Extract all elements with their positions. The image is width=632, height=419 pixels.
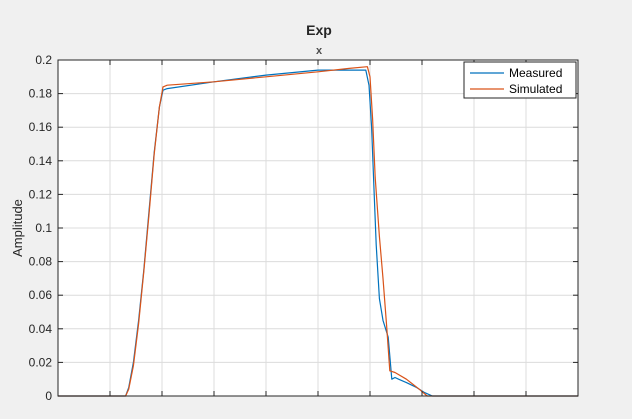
legend-label-simulated: Simulated xyxy=(509,82,562,96)
y-axis-label: Amplitude xyxy=(10,199,25,257)
y-tick-label: 0.08 xyxy=(29,255,53,269)
chart-title: Exp xyxy=(306,22,332,38)
y-tick-label: 0.06 xyxy=(29,288,53,302)
y-tick-label: 0.1 xyxy=(35,221,52,235)
y-tick-label: 0.12 xyxy=(29,187,53,201)
y-tick-label: 0.2 xyxy=(35,53,52,67)
legend[interactable]: Measured Simulated xyxy=(463,61,577,99)
y-tick-label: 0.18 xyxy=(29,87,53,101)
series-group xyxy=(58,66,578,397)
y-tick-label: 0.14 xyxy=(29,154,53,168)
y-tick-label: 0.04 xyxy=(29,322,53,336)
chart-subtitle: x xyxy=(316,45,323,57)
legend-label-measured: Measured xyxy=(509,66,562,80)
y-tick-label: 0.02 xyxy=(29,355,53,369)
legend-box xyxy=(463,61,577,99)
y-tick-label: 0.16 xyxy=(29,120,53,134)
series-line-simulated xyxy=(58,66,578,397)
tick-group: 0 0.02 0.04 0.06 0.08 0.1 0.12 0.14 0.16 0.18 0.2 xyxy=(29,53,579,403)
y-tick-label: 0 xyxy=(45,389,52,403)
